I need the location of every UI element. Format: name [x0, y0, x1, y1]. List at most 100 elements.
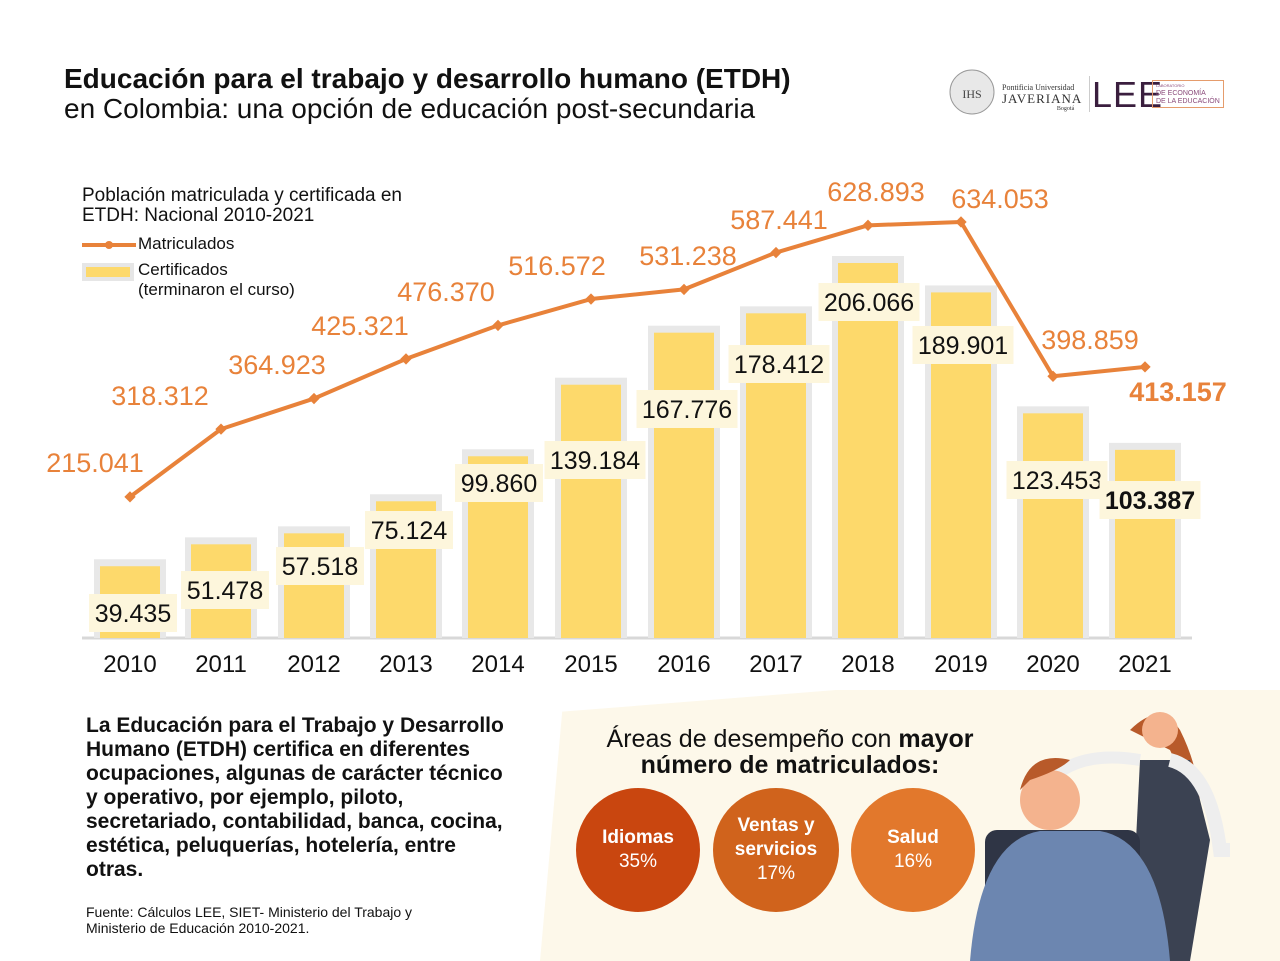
bar-data-label: 99.860: [461, 470, 537, 498]
bar-data-label: 123.453: [1012, 467, 1102, 495]
line-data-label: 587.441: [730, 205, 828, 235]
bar-2020: [1023, 413, 1083, 638]
line-point-2020: [1047, 370, 1059, 382]
bar-label-box: [636, 390, 738, 428]
line-data-label: 531.238: [639, 241, 737, 271]
javeriana-name: JAVERIANA: [1002, 91, 1083, 106]
line-data-label: 425.321: [311, 311, 409, 341]
bar-label-box: [455, 464, 543, 502]
x-tick-label: 2017: [749, 651, 802, 678]
lee-sub3: DE LA EDUCACIÓN: [1156, 98, 1220, 105]
bar-label-box: [818, 283, 920, 321]
legend-label-bar-sub: (terminaron el curso): [138, 280, 295, 299]
javeriana-line1: Pontificia Universidad: [1002, 83, 1075, 92]
legend-matriculados: Matriculados: [82, 234, 295, 254]
bar-label-box: [365, 511, 453, 549]
area-circle-idiomas: Idiomas 35%: [576, 788, 700, 912]
bar-data-label: 139.184: [550, 447, 640, 475]
bar-data-label: 206.066: [824, 289, 914, 317]
lee-logo: LEE: [1092, 74, 1164, 115]
area-circle-salud: Salud 16%: [851, 788, 975, 912]
javeriana-city: Bogotá: [1056, 106, 1075, 112]
matriculados-line: [128, 219, 1146, 499]
area-name: Ventas y servicios: [734, 815, 818, 860]
x-tick-label: 2020: [1026, 651, 1079, 678]
bar-data-label: 75.124: [371, 517, 448, 545]
bar-data-label: 57.518: [282, 553, 358, 581]
areas-title-bold1: mayor: [898, 725, 974, 753]
x-tick-label: 2010: [103, 651, 156, 678]
x-tick-label: 2011: [195, 651, 247, 678]
bar-data-label: 178.412: [734, 351, 824, 379]
line-point-2015: [585, 293, 597, 305]
chart: 2010 2011 2012 2013 2014 2015 2016 2017 2018 2019…: [46, 177, 1227, 678]
title-line-2: en Colombia: una opción de educación pos…: [64, 93, 756, 124]
lee-sub1: LABORATORIO: [1156, 83, 1185, 88]
bar-data-label: 51.478: [187, 577, 263, 605]
bar-2015: [561, 384, 621, 638]
line-data-label: 476.370: [397, 277, 495, 307]
legend-label-bar: Certificados: [138, 260, 228, 279]
logos: IHS Pontificia Universidad JAVERIANA Bog…: [946, 66, 1226, 116]
area-name: Idiomas: [602, 827, 674, 848]
line-data-label: 516.572: [508, 251, 606, 281]
bar-label-box: [276, 547, 364, 585]
line-data-label: 413.157: [1129, 377, 1227, 407]
line-point-2017: [770, 246, 782, 259]
source-note: Fuente: Cálculos LEE, SIET- Ministerio d…: [86, 904, 413, 936]
bar-label-box: [544, 441, 646, 479]
line-point-2013: [400, 353, 412, 365]
line-point-2018: [862, 219, 874, 231]
bar-swatch-icon: [82, 263, 134, 281]
areas-title-bold2: número de matriculados:: [640, 751, 940, 779]
bar-2018: [838, 262, 898, 638]
x-tick-label: 2016: [657, 651, 710, 678]
bar-data-label: 103.387: [1105, 487, 1195, 515]
line-data-label: 398.859: [1041, 325, 1139, 355]
x-tick-label: 2013: [379, 651, 432, 678]
line-data-label: 364.923: [228, 350, 326, 380]
area-pct: 35%: [618, 851, 658, 872]
bar-label-box: [1006, 461, 1108, 499]
bar-data-label: 39.435: [95, 600, 171, 628]
line-point-2011: [215, 423, 227, 435]
line-data-label: 634.053: [951, 184, 1049, 214]
legend-label-line: Matriculados: [138, 234, 235, 253]
bar-label-box: [728, 345, 830, 383]
bar-label-box: [89, 594, 177, 632]
line-point-2021: [1139, 361, 1151, 373]
x-tick-label: 2012: [287, 651, 340, 678]
title-line-1: Educación para el trabajo y desarrollo h…: [64, 63, 791, 94]
javeriana-seal-icon: IHS: [949, 69, 995, 115]
line-data-label: 318.312: [111, 381, 209, 411]
hairdresser-illustration-icon: [970, 712, 1230, 961]
line-point-2016: [678, 283, 690, 296]
x-tick-label: 2014: [471, 651, 524, 678]
bar-data-label: 189.901: [918, 332, 1008, 360]
logo-divider: [1089, 76, 1090, 112]
legend: Matriculados Certificados (terminaron el …: [82, 234, 295, 306]
lee-sub2: DE ECONOMÍA: [1156, 90, 1206, 97]
bar-2016: [654, 332, 714, 638]
page-title: Educación para el trabajo y desarrollo h…: [64, 64, 791, 124]
line-data-label: 628.893: [827, 177, 925, 207]
x-tick-label: 2015: [564, 651, 617, 678]
bar-label-box: [181, 571, 269, 609]
areas-title: Áreas de desempeño con mayor número de m…: [560, 726, 1020, 778]
bar-label-box: [912, 326, 1014, 364]
bar-2021: [1115, 449, 1175, 638]
line-swatch-icon: [82, 241, 136, 249]
x-tick-label: 2019: [934, 651, 987, 678]
area-circle-ventas: Ventas y servicios 17%: [713, 788, 839, 912]
area-name: Salud: [887, 827, 939, 848]
line-point-2019: [955, 216, 967, 228]
legend-certificados: Certificados (terminaron el curso): [82, 260, 295, 300]
lee-subtitle: LABORATORIO DE ECONOMÍA DE LA EDUCACIÓN: [1152, 80, 1224, 108]
area-pct: 16%: [893, 851, 933, 872]
description: La Educación para el Trabajo y Desarroll…: [86, 714, 504, 881]
line-point-2012: [308, 392, 320, 405]
x-tick-label: 2021: [1118, 651, 1171, 678]
bar-data-label: 167.776: [642, 396, 732, 424]
chart-title: Población matriculada y certificada en E…: [82, 185, 403, 226]
